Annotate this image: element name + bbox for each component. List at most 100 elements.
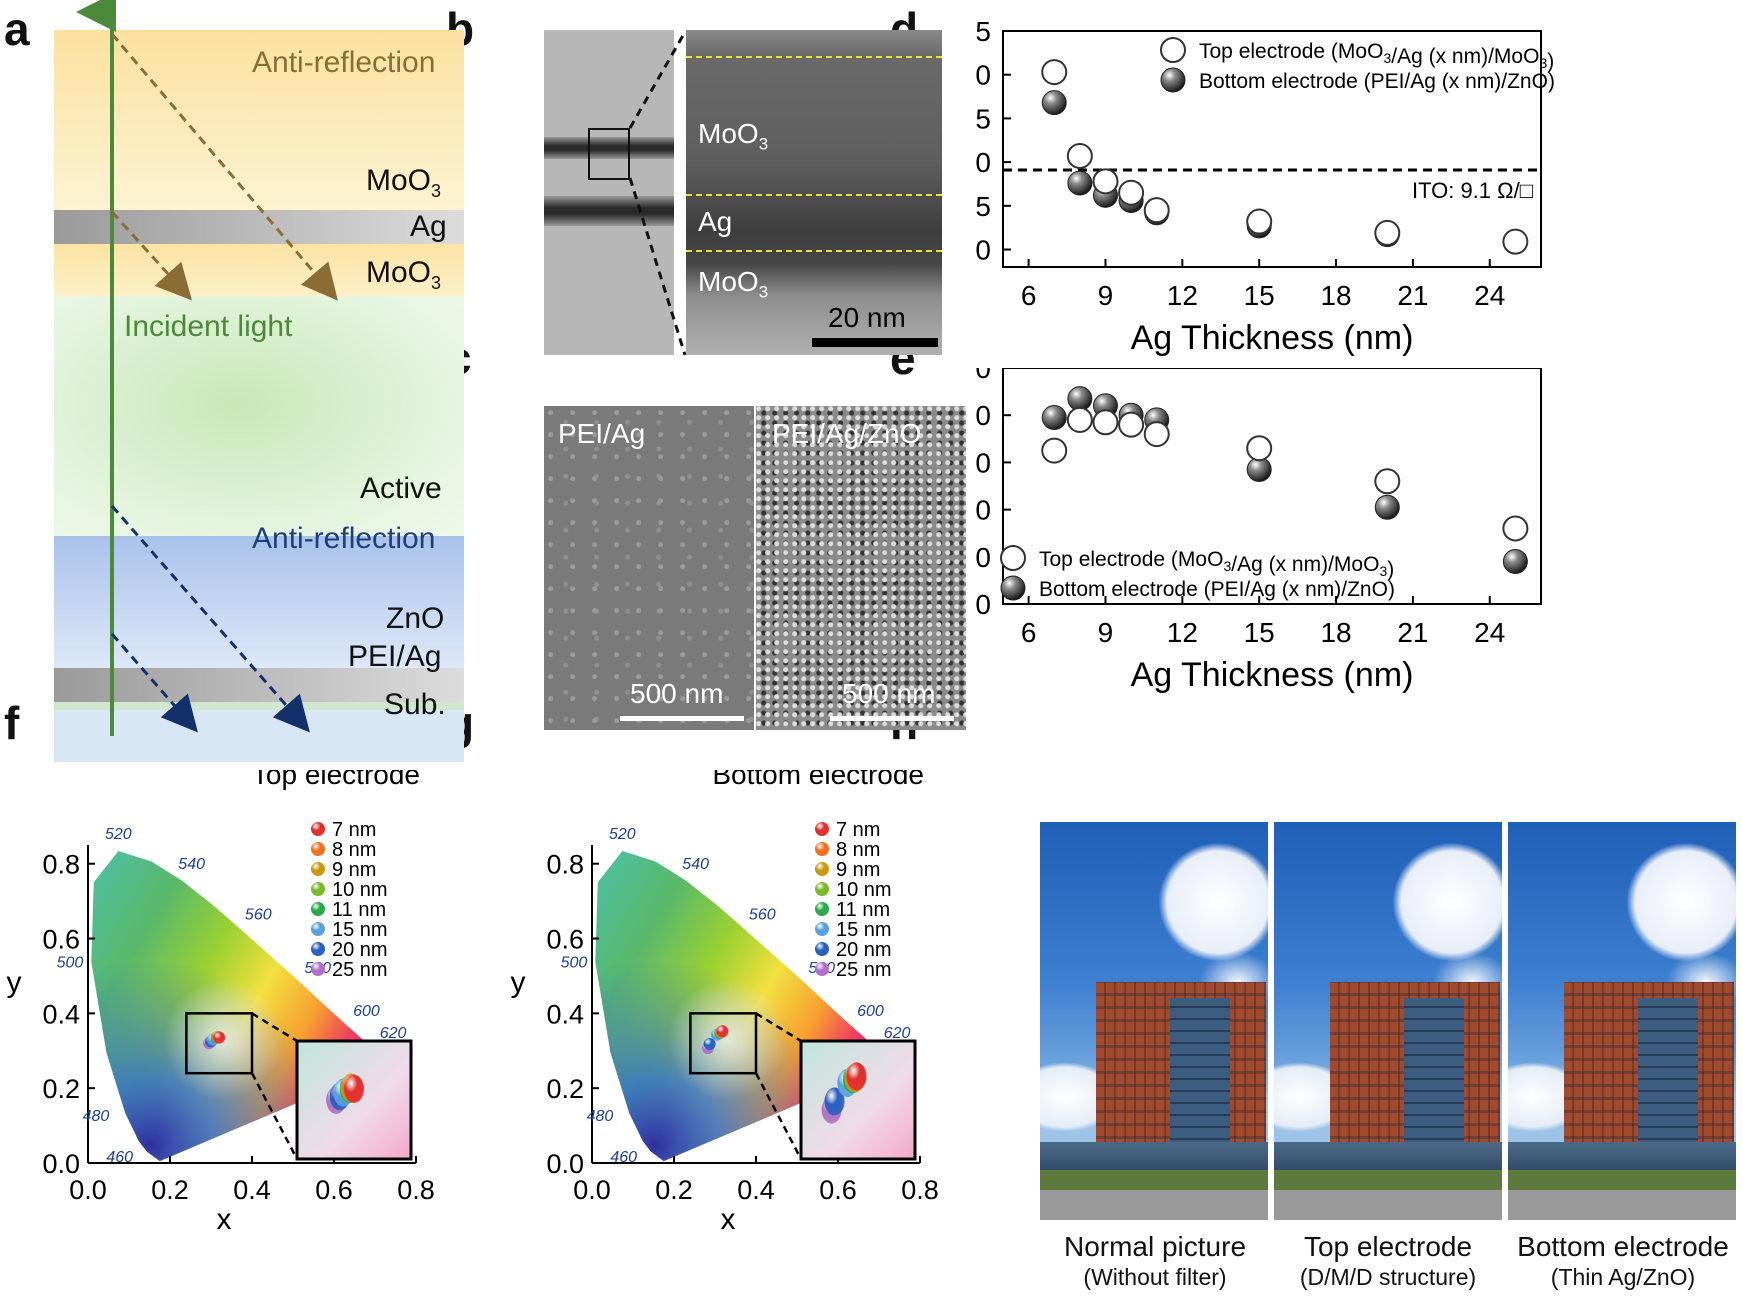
y-tick-label: 0.6 [42,925,80,955]
y-tick-label: 100 [975,368,991,384]
reflection-arrow-1 [110,33,338,301]
y-axis-label: y [511,966,526,999]
legend-label: 7 nm [836,819,880,841]
legend-label: 11 nm [836,899,890,921]
legend-marker [311,902,325,916]
substrate-layer-blue [54,710,464,762]
wavelength-label: 600 [857,1003,884,1020]
top-electrode-point [1066,406,1093,433]
legend-marker [815,842,829,856]
wavelength-label: 540 [682,856,709,873]
top-electrode-point [1374,219,1401,246]
legend-label: 25 nm [836,959,892,981]
y-tick-label: 0.0 [546,1149,584,1179]
zoom-box [588,128,630,180]
wavelength-label: 620 [884,1025,911,1042]
x-tick-label: 24 [1474,280,1505,311]
sem-pei-ag-image: PEI/Ag 500 nm [544,406,754,730]
reflection-arrow-2 [110,210,193,301]
ag-label: Ag [410,210,447,243]
legend-marker [815,822,829,836]
x-tick-label: 21 [1397,280,1428,311]
legend-marker [1160,67,1186,93]
zno-label: ZnO [386,602,445,635]
legend-marker [815,942,829,956]
legend-label: 20 nm [836,939,892,961]
legend-label: 11 nm [332,899,386,921]
panel-label-f: f [4,697,20,749]
tem-moo3-bottom: MoO3 [698,266,769,302]
legend-marker [1000,545,1026,571]
top-electrode-point [1066,142,1093,169]
legend-marker [311,922,325,936]
top-anti-reflection-layer [54,30,464,210]
sem-left-label: PEI/Ag [558,418,646,449]
sub-label: Sub. [384,688,446,721]
x-tick-label: 18 [1320,280,1351,311]
x-tick-label: 0.4 [737,1175,775,1205]
top-electrode-point [1041,59,1068,86]
caption-sub: (Without filter) [1083,1263,1227,1290]
legend-label: Bottom electrode (PEI/Ag (x nm)/ZnO) [1039,578,1395,601]
panel-label-a: a [4,3,30,55]
building-photo-3 [1508,822,1736,1220]
top-electrode-point [1374,468,1401,495]
wavelength-label: 480 [587,1108,614,1125]
bottom-electrode-point [1041,90,1067,116]
legend-label: 7 nm [332,819,376,841]
cie-point [716,1025,729,1038]
legend-label: 8 nm [836,839,880,861]
chart-g: 0.0 0.2 0.4 0.6 0.8 0.0 0.2 0.4 0.6 0.8 x y Bottom e… [511,770,939,1236]
sem-left-scale-bar [620,716,744,721]
cie-title: Top electrode [252,770,420,790]
y-tick-label: 0.8 [546,850,584,880]
zoom-connector [755,1012,802,1043]
legend-label: 10 nm [332,879,388,901]
top-electrode-point [1246,208,1273,235]
top-electrode-point [1118,179,1145,206]
top-electrode-point [1502,228,1529,255]
zoom-region-box [185,1012,254,1075]
sem-left-scale-label: 500 nm [630,678,724,709]
pei-ag-layer [54,668,464,702]
y-tick-label: 40 [975,495,991,526]
ag-top-layer [54,210,464,244]
wavelength-label: 500 [561,955,588,972]
chart-d: 6912151821240510152025Ag Thickness (nm)R… [975,16,1555,357]
x-tick-label: 0.0 [573,1175,611,1205]
y-tick-label: 5 [975,191,991,222]
legend-label: Bottom electrode (PEI/Ag (x nm)/ZnO) [1199,70,1555,93]
y-tick-label: 0 [975,589,991,620]
panel-a-stack [54,30,464,730]
moo3-bottom-label: MoO3 [366,256,442,293]
top-electrode-point [1143,421,1170,448]
x-tick-label: 6 [1021,280,1037,311]
bottom-electrode-point [1374,494,1400,520]
x-tick-label: 0.4 [233,1175,271,1205]
cie-point [213,1031,226,1044]
reflection-arrow-4 [110,633,198,733]
x-tick-label: 9 [1098,280,1114,311]
y-tick-label: 20 [975,60,991,91]
wavelength-label: 460 [106,1149,133,1166]
photo-caption-1: Normal picture (Without filter) [1040,1230,1270,1291]
cie-white-region [667,979,788,1100]
x-axis-label: Ag Thickness (nm) [1131,319,1414,357]
building-photo-1 [1040,822,1268,1220]
sem-divider [754,406,756,730]
pei-ag-label: PEI/Ag [348,640,442,673]
top-ar-label: Anti-reflection [252,46,436,79]
x-tick-label: 0.2 [151,1175,189,1205]
y-tick-label: 20 [975,542,991,573]
y-tick-label: 0.6 [546,925,584,955]
building-photo-2 [1274,822,1502,1220]
x-tick-label: 6 [1021,617,1037,648]
y-tick-label: 15 [975,103,991,134]
legend-marker [815,862,829,876]
wavelength-label: 620 [380,1025,407,1042]
x-tick-label: 0.0 [69,1175,107,1205]
legend-marker [1000,575,1026,601]
x-tick-label: 0.6 [819,1175,857,1205]
wavelength-label: 560 [749,907,776,924]
legend-marker [311,962,325,976]
